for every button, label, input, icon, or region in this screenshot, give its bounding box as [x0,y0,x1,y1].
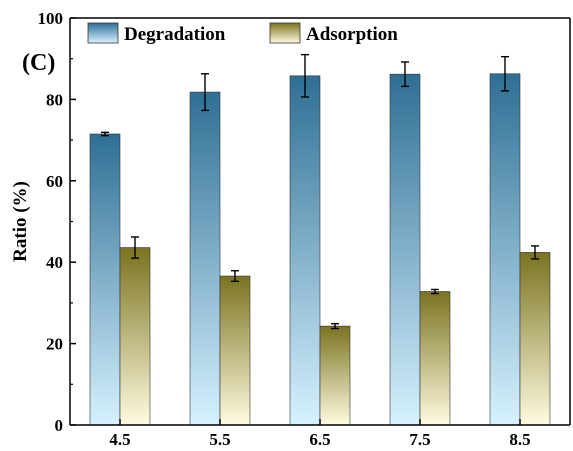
legend-swatch-adsorption [269,22,301,44]
x-tick-label: 5.5 [209,430,230,449]
y-tick-label: 0 [55,416,64,435]
y-tick-label: 80 [46,90,63,109]
bar-degradation-1 [189,91,221,426]
bar-adsorption-1 [219,275,251,426]
x-tick-label: 7.5 [409,430,430,449]
legend-label-degradation: Degradation [124,24,226,45]
x-tick-label: 8.5 [509,430,530,449]
x-ticks-group: 4.5 5.5 6.5 7.5 8.5 [109,419,531,449]
y-tick-label: 60 [46,172,63,191]
y-ticks-group: 0 20 40 60 80 100 [38,9,76,435]
y-tick-label: 20 [46,335,63,354]
y-tick-label: 100 [38,9,64,28]
bar-degradation-0 [89,133,121,426]
x-tick-label: 4.5 [109,430,130,449]
bar-degradation-2 [289,75,321,426]
bar-degradation-3 [389,73,421,426]
x-tick-label: 6.5 [309,430,330,449]
bar-adsorption-0 [119,247,151,426]
y-tick-label: 40 [46,253,63,272]
y-axis-label: Ratio (%) [10,181,31,262]
panel-label: (C) [22,50,55,76]
legend: Degradation Adsorption [87,22,398,45]
bar-degradation-4 [489,73,521,426]
legend-swatch-degradation [87,22,119,44]
bars-group [89,73,551,426]
error-bars-group [101,53,539,330]
bar-adsorption-3 [419,291,451,426]
bar-adsorption-2 [319,325,351,426]
bar-adsorption-4 [519,252,551,426]
legend-label-adsorption: Adsorption [306,24,398,45]
